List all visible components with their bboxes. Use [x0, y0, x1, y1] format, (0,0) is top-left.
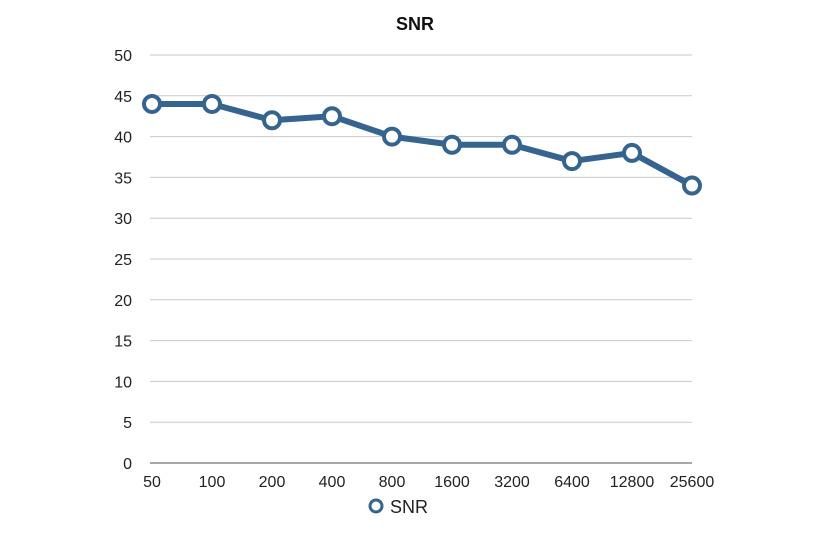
y-tick-label: 45 [114, 89, 132, 106]
data-point [202, 93, 222, 114]
legend-label: SNR [390, 497, 428, 517]
data-point [262, 110, 282, 131]
x-tick-label: 3200 [494, 474, 530, 491]
grid-lines [150, 54, 692, 464]
y-axis-ticks: 0 5 10 15 20 25 30 35 40 45 50 [114, 48, 132, 473]
y-tick-label: 0 [123, 456, 132, 473]
chart-title: SNR [396, 14, 434, 34]
series-layer [142, 93, 702, 196]
x-tick-label: 800 [379, 474, 406, 491]
legend-marker-icon [368, 498, 384, 514]
data-point [502, 134, 522, 155]
y-tick-label: 30 [114, 211, 132, 228]
legend: SNR [368, 497, 428, 517]
series-line [149, 100, 695, 189]
x-tick-label: 6400 [554, 474, 590, 491]
y-tick-label: 15 [114, 334, 132, 351]
data-point [382, 126, 402, 147]
x-tick-label: 50 [143, 474, 161, 491]
data-point [622, 142, 642, 163]
data-point [442, 134, 462, 155]
y-tick-label: 20 [114, 293, 132, 310]
x-tick-label: 400 [319, 474, 346, 491]
x-tick-label: 12800 [610, 474, 655, 491]
data-point [322, 106, 342, 127]
data-point [682, 175, 702, 196]
y-tick-label: 10 [114, 374, 132, 391]
x-tick-label: 200 [259, 474, 286, 491]
y-tick-label: 25 [114, 252, 132, 269]
x-axis-ticks: 50 100 200 400 800 1600 3200 6400 12800 25600 [143, 474, 714, 491]
data-point [142, 93, 162, 114]
y-tick-label: 40 [114, 130, 132, 147]
y-tick-label: 5 [123, 415, 132, 432]
x-tick-label: 1600 [434, 474, 470, 491]
y-tick-label: 35 [114, 170, 132, 187]
x-tick-label: 100 [199, 474, 226, 491]
data-point [562, 151, 582, 172]
y-tick-label: 50 [114, 48, 132, 65]
x-tick-label: 25600 [670, 474, 715, 491]
